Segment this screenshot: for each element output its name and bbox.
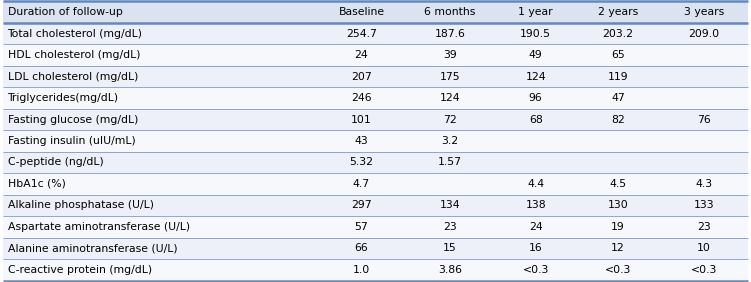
- Text: 3 years: 3 years: [683, 7, 724, 17]
- Text: 43: 43: [354, 136, 369, 146]
- Text: 246: 246: [351, 93, 372, 103]
- Bar: [3, 152, 748, 173]
- Text: 3.86: 3.86: [438, 265, 462, 275]
- Text: Triglycerides(mg/dL): Triglycerides(mg/dL): [8, 93, 119, 103]
- Text: 254.7: 254.7: [346, 29, 377, 39]
- Text: 82: 82: [611, 114, 625, 125]
- Text: 4.3: 4.3: [695, 179, 712, 189]
- Text: 23: 23: [697, 222, 710, 232]
- Bar: [3, 66, 748, 87]
- Text: 175: 175: [440, 72, 460, 81]
- Text: 15: 15: [443, 243, 457, 253]
- Text: 138: 138: [525, 201, 546, 210]
- Text: 190.5: 190.5: [520, 29, 551, 39]
- Text: Alkaline phosphatase (U/L): Alkaline phosphatase (U/L): [8, 201, 153, 210]
- Text: 65: 65: [611, 50, 625, 60]
- Text: 16: 16: [529, 243, 542, 253]
- Text: 1.57: 1.57: [438, 157, 462, 168]
- Text: 23: 23: [443, 222, 457, 232]
- Bar: [3, 195, 748, 216]
- Text: 24: 24: [354, 50, 369, 60]
- Text: 4.4: 4.4: [527, 179, 544, 189]
- Text: 49: 49: [529, 50, 542, 60]
- Bar: [3, 259, 748, 281]
- Text: 66: 66: [354, 243, 369, 253]
- Text: 57: 57: [354, 222, 369, 232]
- Text: 297: 297: [351, 201, 372, 210]
- Text: HbA1c (%): HbA1c (%): [8, 179, 65, 189]
- Text: 76: 76: [697, 114, 710, 125]
- Text: 130: 130: [608, 201, 629, 210]
- Text: 207: 207: [351, 72, 372, 81]
- Text: C-reactive protein (mg/dL): C-reactive protein (mg/dL): [8, 265, 152, 275]
- Text: 187.6: 187.6: [435, 29, 466, 39]
- Bar: [3, 130, 748, 152]
- Bar: [3, 238, 748, 259]
- Text: <0.3: <0.3: [690, 265, 717, 275]
- Text: 124: 124: [525, 72, 546, 81]
- Text: Fasting insulin (uIU/mL): Fasting insulin (uIU/mL): [8, 136, 135, 146]
- Text: 124: 124: [440, 93, 460, 103]
- Text: 4.5: 4.5: [610, 179, 627, 189]
- Text: 12: 12: [611, 243, 625, 253]
- Text: <0.3: <0.3: [523, 265, 549, 275]
- Text: 101: 101: [351, 114, 372, 125]
- Text: 134: 134: [440, 201, 460, 210]
- Text: 209.0: 209.0: [688, 29, 719, 39]
- Text: Duration of follow-up: Duration of follow-up: [8, 7, 122, 17]
- Text: 133: 133: [693, 201, 714, 210]
- Text: 6 months: 6 months: [424, 7, 476, 17]
- Text: 5.32: 5.32: [349, 157, 373, 168]
- Bar: [3, 87, 748, 109]
- Text: 203.2: 203.2: [602, 29, 634, 39]
- Text: Alanine aminotransferase (U/L): Alanine aminotransferase (U/L): [8, 243, 177, 253]
- Text: 2 years: 2 years: [598, 7, 638, 17]
- Text: 3.2: 3.2: [442, 136, 459, 146]
- Text: 47: 47: [611, 93, 625, 103]
- Text: 39: 39: [443, 50, 457, 60]
- Text: 10: 10: [697, 243, 710, 253]
- Text: 19: 19: [611, 222, 625, 232]
- Text: HDL cholesterol (mg/dL): HDL cholesterol (mg/dL): [8, 50, 140, 60]
- Bar: [3, 1, 748, 23]
- Text: 1.0: 1.0: [353, 265, 370, 275]
- Text: <0.3: <0.3: [605, 265, 632, 275]
- Text: 96: 96: [529, 93, 542, 103]
- Text: Baseline: Baseline: [339, 7, 385, 17]
- Text: 24: 24: [529, 222, 542, 232]
- Text: 119: 119: [608, 72, 629, 81]
- Bar: [3, 216, 748, 238]
- Bar: [3, 44, 748, 66]
- Bar: [3, 109, 748, 130]
- Text: 68: 68: [529, 114, 542, 125]
- Text: LDL cholesterol (mg/dL): LDL cholesterol (mg/dL): [8, 72, 138, 81]
- Text: 1 year: 1 year: [518, 7, 553, 17]
- Text: Aspartate aminotransferase (U/L): Aspartate aminotransferase (U/L): [8, 222, 190, 232]
- Bar: [3, 173, 748, 195]
- Text: C-peptide (ng/dL): C-peptide (ng/dL): [8, 157, 103, 168]
- Text: Fasting glucose (mg/dL): Fasting glucose (mg/dL): [8, 114, 138, 125]
- Bar: [3, 23, 748, 44]
- Text: 72: 72: [443, 114, 457, 125]
- Text: 4.7: 4.7: [353, 179, 370, 189]
- Text: Total cholesterol (mg/dL): Total cholesterol (mg/dL): [8, 29, 143, 39]
